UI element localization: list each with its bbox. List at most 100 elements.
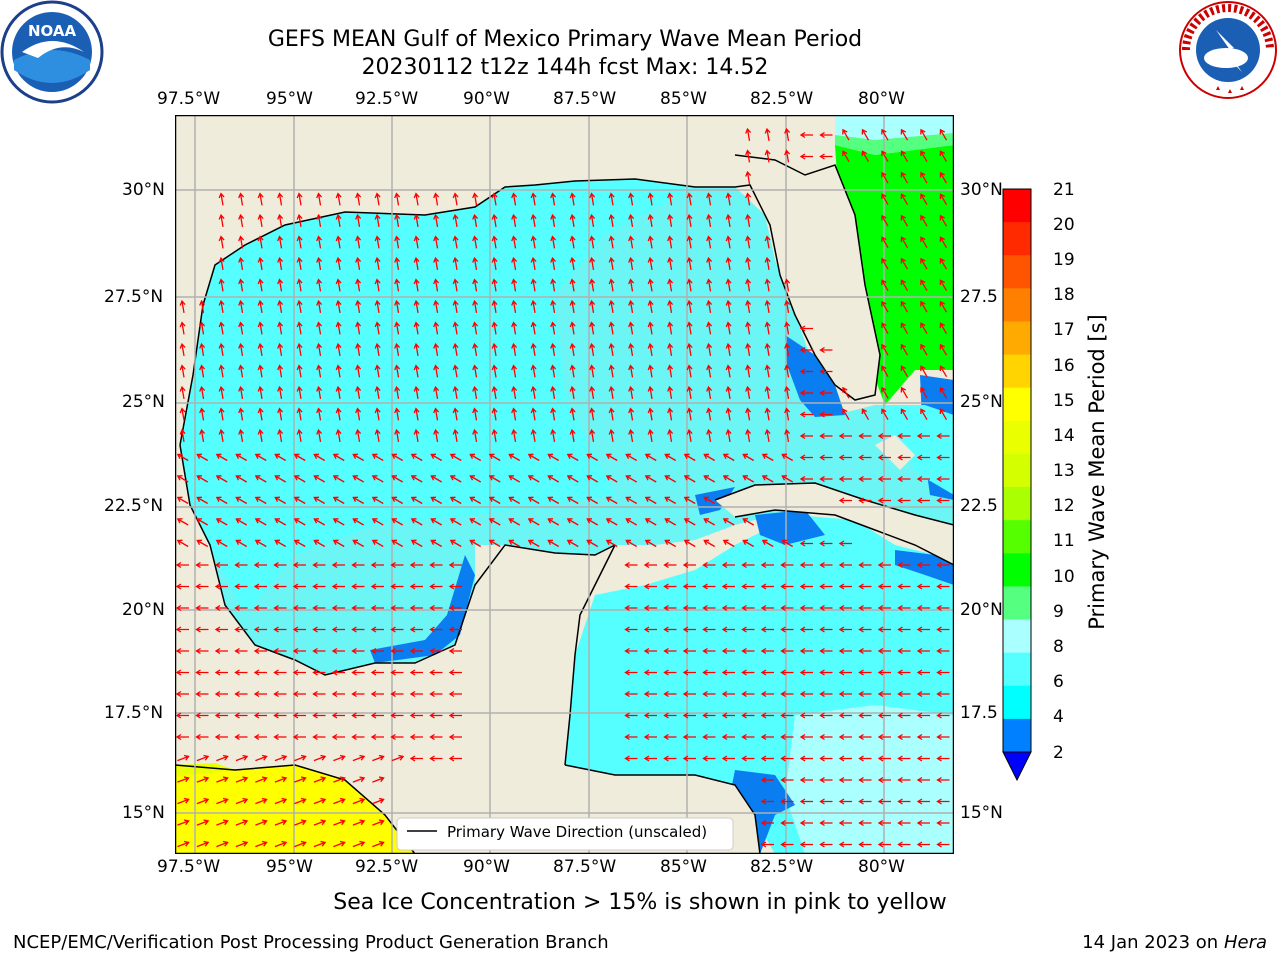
wave-arrow	[253, 733, 267, 741]
wave-arrow	[196, 819, 210, 826]
wave-arrow	[838, 604, 852, 612]
wave-arrow	[472, 342, 479, 357]
wave-arrow	[196, 840, 210, 848]
wave-arrow	[742, 475, 755, 483]
wave-arrow	[686, 407, 693, 421]
wave-arrow	[784, 385, 791, 400]
wave-arrow	[196, 754, 210, 762]
wave-arrow	[429, 561, 443, 569]
colorbar-tick: 19	[1053, 250, 1075, 270]
wave-arrow	[877, 647, 891, 655]
wave-arrow	[511, 342, 518, 357]
wave-arrow	[663, 561, 677, 569]
wave-arrow	[784, 428, 791, 443]
wave-arrow	[355, 192, 362, 206]
wave-arrow	[176, 453, 189, 462]
wave-arrow	[741, 690, 755, 698]
wave-arrow	[491, 256, 498, 271]
wave-arrow	[741, 626, 755, 633]
wave-arrow	[175, 604, 189, 612]
wave-arrow	[628, 364, 635, 378]
wave-arrow	[877, 583, 891, 590]
wave-arrow	[780, 733, 794, 741]
wave-arrow	[394, 256, 401, 271]
wave-arrow	[799, 712, 813, 719]
wave-arrow	[355, 428, 362, 443]
wave-arrow	[644, 539, 657, 548]
wave-arrow	[550, 299, 557, 314]
wave-arrow	[413, 213, 420, 228]
wave-arrow	[877, 841, 891, 848]
wave-arrow	[760, 690, 774, 698]
wave-arrow	[332, 518, 345, 526]
wave-arrow	[352, 518, 365, 526]
wave-arrow	[566, 496, 579, 505]
colorbar-tick: 13	[1053, 461, 1075, 481]
wave-arrow	[881, 322, 889, 335]
wave-arrow	[706, 299, 713, 314]
wave-arrow	[179, 428, 186, 443]
wave-arrow	[920, 279, 928, 292]
wave-arrow	[409, 690, 423, 698]
wave-arrow	[799, 776, 813, 784]
wave-arrow	[819, 604, 833, 612]
wave-arrow	[664, 539, 677, 548]
wave-arrow	[761, 475, 774, 483]
wave-arrow	[238, 428, 245, 443]
wave-arrow	[897, 454, 911, 461]
wave-arrow	[721, 604, 735, 612]
wave-arrow	[920, 150, 928, 163]
wave-arrow	[214, 669, 228, 676]
wave-arrow	[196, 496, 209, 505]
wave-arrow	[293, 496, 306, 505]
wave-arrow	[371, 518, 384, 526]
wave-arrow	[292, 712, 306, 719]
wave-arrow	[372, 797, 385, 805]
wave-arrow	[745, 256, 752, 271]
wave-arrow	[257, 407, 264, 421]
wave-arrow	[177, 797, 190, 805]
map-title: GEFS MEAN Gulf of Mexico Primary Wave Me…	[267, 27, 863, 52]
wave-arrow	[391, 475, 404, 483]
wave-arrow	[799, 604, 813, 612]
wave-arrow	[530, 428, 537, 443]
wave-arrow	[511, 407, 518, 421]
wave-arrow	[550, 428, 557, 443]
wave-arrow	[589, 192, 596, 206]
wave-arrow	[647, 256, 654, 271]
wave-arrow	[448, 604, 462, 612]
wave-arrow	[433, 256, 440, 271]
wave-arrow	[472, 407, 479, 421]
wave-arrow	[550, 278, 557, 292]
wave-arrow	[257, 235, 264, 249]
wave-arrow	[413, 192, 420, 206]
wave-arrow	[605, 518, 618, 526]
wave-arrow	[780, 712, 794, 719]
map-panel: Primary Wave Direction (unscaled)	[175, 115, 954, 854]
wave-arrow	[277, 385, 284, 400]
wave-arrow	[819, 626, 833, 633]
wave-arrow	[292, 647, 306, 655]
wave-arrow	[725, 213, 732, 228]
wave-arrow	[920, 214, 928, 227]
wave-arrow	[491, 299, 498, 314]
wave-arrow	[351, 604, 365, 612]
wave-arrow	[706, 235, 713, 249]
wave-arrow	[413, 321, 420, 335]
wave-arrow	[335, 213, 342, 228]
wave-arrow	[448, 755, 462, 762]
wave-arrow	[741, 583, 755, 590]
wave-arrow	[199, 321, 206, 335]
wave-arrow	[589, 299, 596, 314]
wave-arrow	[254, 496, 267, 505]
colorbar-segment	[1003, 354, 1031, 389]
wave-arrow	[900, 150, 909, 163]
wave-arrow	[374, 256, 381, 271]
wave-arrow	[682, 712, 696, 719]
wave-arrow	[449, 518, 462, 526]
wave-arrow	[257, 364, 264, 378]
wave-arrow	[819, 819, 833, 827]
wave-arrow	[293, 453, 306, 462]
wave-arrow	[780, 626, 794, 633]
wave-arrow	[370, 712, 384, 719]
